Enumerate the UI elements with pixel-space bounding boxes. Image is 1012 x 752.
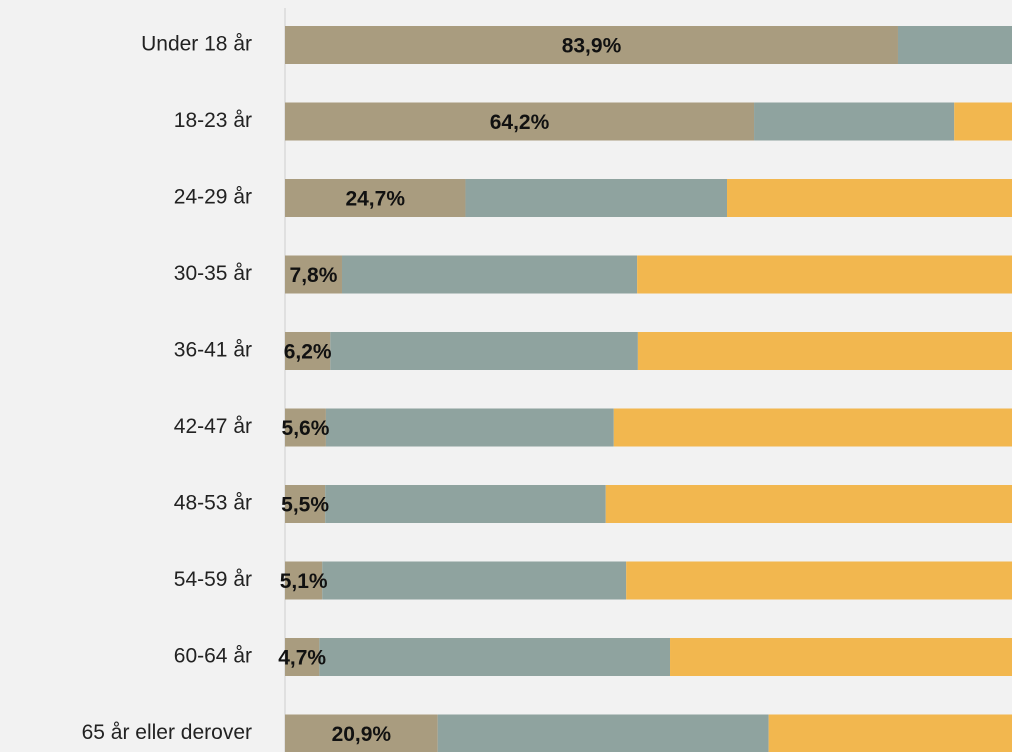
y-tick-label: Under 18 år <box>141 33 252 56</box>
bar-segment <box>322 561 627 600</box>
y-tick-label: 18-23 år <box>174 109 252 132</box>
bar-segment <box>954 102 1012 141</box>
bar-segment <box>325 485 606 523</box>
bar-segment <box>897 26 1012 64</box>
bar-segment <box>285 102 755 141</box>
bar-segment <box>768 714 1012 752</box>
bar-segment <box>605 485 1012 523</box>
bar-segment <box>285 408 326 447</box>
data-label: 5,1% <box>280 570 328 593</box>
bar-segment <box>626 561 1012 600</box>
data-label: 64,2% <box>490 111 550 134</box>
y-tick-label: 42-47 år <box>174 415 252 438</box>
bar-segment <box>285 561 323 600</box>
bar-segment <box>613 408 1012 447</box>
bar-segment <box>285 26 898 64</box>
bar-segment <box>754 102 955 141</box>
data-label: 7,8% <box>290 264 338 287</box>
y-tick-label: 24-29 år <box>174 186 252 209</box>
bar-segment <box>319 638 671 676</box>
bar-segment <box>285 638 320 676</box>
y-tick-label: 30-35 år <box>174 262 252 285</box>
data-label: 20,9% <box>332 723 392 746</box>
bar-segment <box>325 408 614 447</box>
data-label: 4,7% <box>278 647 326 670</box>
bar-segment <box>285 255 342 294</box>
y-tick-label: 48-53 år <box>174 492 252 515</box>
bar-segment <box>285 332 331 370</box>
bar-segment <box>330 332 638 370</box>
bar-segment <box>341 255 638 294</box>
y-tick-label: 65 år eller derover <box>82 721 252 744</box>
bar-segment <box>727 179 1012 217</box>
bar-segment <box>285 485 326 523</box>
bar-segment <box>285 179 466 217</box>
data-label: 5,6% <box>282 417 330 440</box>
bar-segment <box>465 179 728 217</box>
y-tick-label: 60-64 år <box>174 645 252 668</box>
data-label: 6,2% <box>284 341 332 364</box>
bar-segment <box>670 638 1012 676</box>
data-label: 5,5% <box>281 494 329 517</box>
data-label: 83,9% <box>562 35 622 58</box>
y-tick-label: 54-59 år <box>174 568 252 591</box>
bar-segment <box>437 714 769 752</box>
bar-segment <box>637 332 1012 370</box>
bar-segment <box>285 714 438 752</box>
y-tick-label: 36-41 år <box>174 339 252 362</box>
data-label: 24,7% <box>345 188 405 211</box>
bar-segment <box>637 255 1012 294</box>
